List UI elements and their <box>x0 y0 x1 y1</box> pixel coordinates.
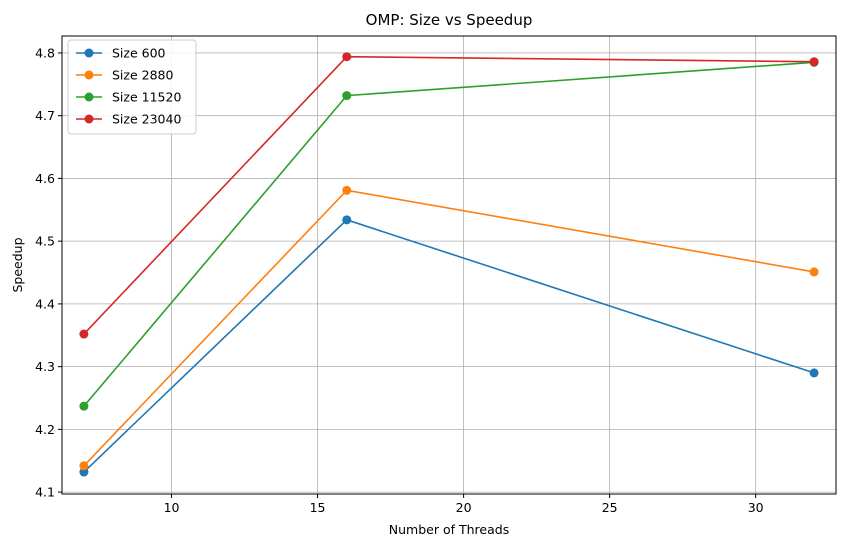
series-layer <box>79 52 819 477</box>
legend-label: Size 600 <box>112 46 166 61</box>
data-point <box>79 461 89 471</box>
chart-title: OMP: Size vs Speedup <box>366 11 533 29</box>
data-point <box>342 91 352 101</box>
data-point <box>79 401 89 411</box>
x-tick-label: 15 <box>310 500 326 515</box>
legend-item: Size 600 <box>76 46 166 61</box>
legend-item: Size 11520 <box>76 90 181 105</box>
y-tick-label: 4.2 <box>35 422 55 437</box>
legend-marker <box>84 114 94 124</box>
x-tick-label: 30 <box>748 500 764 515</box>
data-point <box>809 267 819 277</box>
series-0 <box>79 215 819 477</box>
y-tick-label: 4.5 <box>35 234 55 249</box>
legend-label: Size 2880 <box>112 68 173 83</box>
data-point <box>79 329 89 339</box>
x-tick-label: 10 <box>164 500 180 515</box>
y-axis-label: Speedup <box>10 237 25 292</box>
x-axis-ticks: 10 15 20 25 30 <box>164 494 764 515</box>
x-axis-label: Number of Threads <box>389 522 509 537</box>
legend-label: Size 23040 <box>112 112 181 127</box>
legend-label: Size 11520 <box>112 90 181 105</box>
y-tick-label: 4.7 <box>35 108 55 123</box>
series-1 <box>79 185 819 471</box>
series-line <box>83 189 815 467</box>
y-tick-label: 4.8 <box>35 45 55 60</box>
x-tick-label: 25 <box>602 500 618 515</box>
y-axis-ticks: 4.1 4.2 4.3 4.4 4.5 4.6 4.7 4.8 <box>35 45 62 500</box>
legend-box <box>67 39 197 135</box>
y-tick-label: 4.6 <box>35 171 55 186</box>
legend-marker <box>84 92 94 102</box>
series-3 <box>79 52 819 339</box>
legend: Size 600 Size 2880 Size 11520 Size 23040 <box>67 39 197 135</box>
y-tick-label: 4.4 <box>35 296 55 311</box>
y-tick-label: 4.1 <box>35 485 55 500</box>
legend-marker <box>84 70 94 80</box>
x-tick-label: 20 <box>456 500 472 515</box>
data-point <box>342 185 352 195</box>
legend-marker <box>84 48 94 58</box>
plot-frame <box>61 35 837 495</box>
data-point <box>342 215 352 225</box>
series-line <box>83 218 815 473</box>
data-point <box>809 368 819 378</box>
data-point <box>342 52 352 62</box>
legend-item: Size 23040 <box>76 112 181 127</box>
y-tick-label: 4.3 <box>35 359 55 374</box>
legend-item: Size 2880 <box>76 68 173 83</box>
data-point <box>79 467 89 477</box>
data-point <box>809 57 819 67</box>
